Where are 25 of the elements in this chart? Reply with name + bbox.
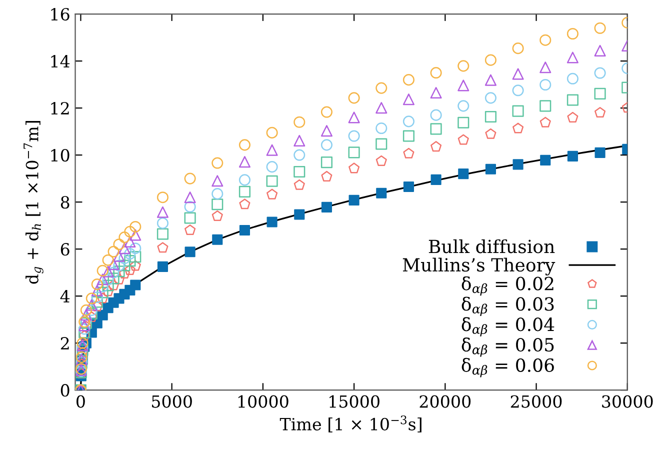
y-axis-title: d$_{g}$ + d$_{h}$ [1 ×10$^{−7}$m] — [24, 121, 44, 284]
x-tick-label: 10000 — [238, 395, 288, 408]
y-tick-label: 6 — [60, 243, 70, 256]
y-tick-label: 14 — [51, 54, 70, 68]
legend-label: δ$_{αβ}$ = 0.03 — [462, 296, 554, 316]
legend-label: δ$_{αβ}$ = 0.02 — [462, 276, 554, 296]
legend-label: δ$_{αβ}$ = 0.05 — [462, 338, 554, 357]
y-tick-label: 8 — [60, 196, 70, 209]
x-tick-label: 30000 — [602, 395, 653, 408]
x-tick-label: 25000 — [510, 395, 562, 408]
x-tick-label: 5000 — [152, 395, 192, 408]
y-tick-label: 2 — [60, 337, 69, 350]
legend-label: Mullins’s Theory — [402, 258, 556, 276]
y-tick-label: 4 — [60, 290, 70, 302]
y-tick-label: 12 — [51, 102, 69, 114]
x-tick-label: 15000 — [330, 395, 380, 408]
x-tick-label: 20000 — [420, 395, 471, 408]
y-tick-label: 0 — [60, 384, 70, 397]
y-tick-label: 16 — [51, 8, 70, 21]
y-tick-label: 10 — [51, 149, 70, 162]
x-axis-title: Time [1 × 10$^{−3}$s] — [280, 415, 422, 432]
x-tick-label: 0 — [76, 395, 85, 408]
legend-label: Bulk diffusion — [428, 239, 555, 254]
legend-label: δ$_{αβ}$ = 0.04 — [462, 317, 554, 336]
legend-label: δ$_{αβ}$ = 0.06 — [462, 358, 554, 378]
